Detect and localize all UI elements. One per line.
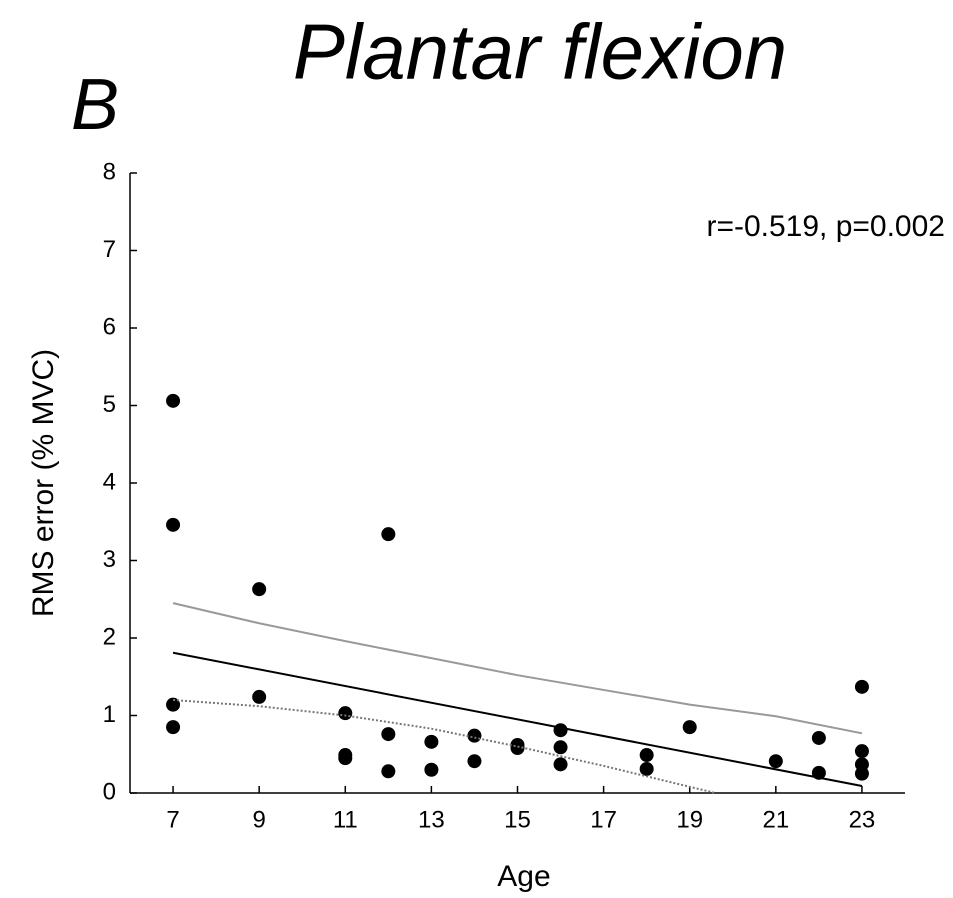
scatter-point [424,762,439,777]
scatter-point [639,748,654,763]
scatter-point [166,393,181,408]
x-tick-label: 11 [333,806,358,833]
scatter-point [467,728,482,743]
x-tick-label: 15 [504,806,531,833]
x-axis-label: Age [497,860,550,893]
y-tick-label: 7 [103,236,116,263]
scatter-point [166,720,181,735]
scatter-point [553,723,568,738]
scatter-point [682,720,697,735]
scatter-point [338,751,353,766]
scatter-point [553,757,568,772]
scatter-point [381,764,396,779]
y-axis-label: RMS error (% MVC) [27,349,60,617]
y-tick-label: 6 [103,313,116,340]
x-tick-label: 7 [166,806,179,833]
scatter-point [467,754,482,769]
scatter-point [166,517,181,532]
scatter-point [854,679,869,694]
scatter-point [252,689,267,704]
x-tick-label: 23 [849,806,876,833]
y-tick-label: 3 [103,546,116,573]
fit-line [172,699,716,794]
y-tick-label: 4 [103,468,116,495]
fit-line [172,651,863,788]
x-tick-label: 21 [762,806,789,833]
y-tick-label: 2 [103,623,116,650]
scatter-point [166,697,181,712]
scatter-point [854,744,869,759]
x-tick-label: 19 [676,806,703,833]
scatter-point [768,754,783,769]
y-tick-label: 5 [103,391,116,418]
y-tick-label: 0 [103,778,116,805]
scatter-point [252,582,267,597]
y-tick-label: 8 [103,158,116,185]
x-tick-label: 17 [590,806,617,833]
x-tick-label: 9 [252,806,265,833]
scatter-point [381,527,396,542]
annotation: r=-0.519, p=0.002 [706,210,945,243]
y-tick-label: 1 [103,701,116,728]
panel-label: B [71,65,119,145]
scatter-point [854,766,869,781]
scatter-point [811,730,826,745]
chart-title: Plantar flexion [293,8,787,96]
scatter-point [553,740,568,755]
scatter-point [381,727,396,742]
scatter-point [424,734,439,749]
fit-line [172,602,863,735]
x-tick-label: 13 [418,806,445,833]
scatter-point [510,741,525,756]
scatter-point [338,706,353,721]
scatter-point [639,761,654,776]
